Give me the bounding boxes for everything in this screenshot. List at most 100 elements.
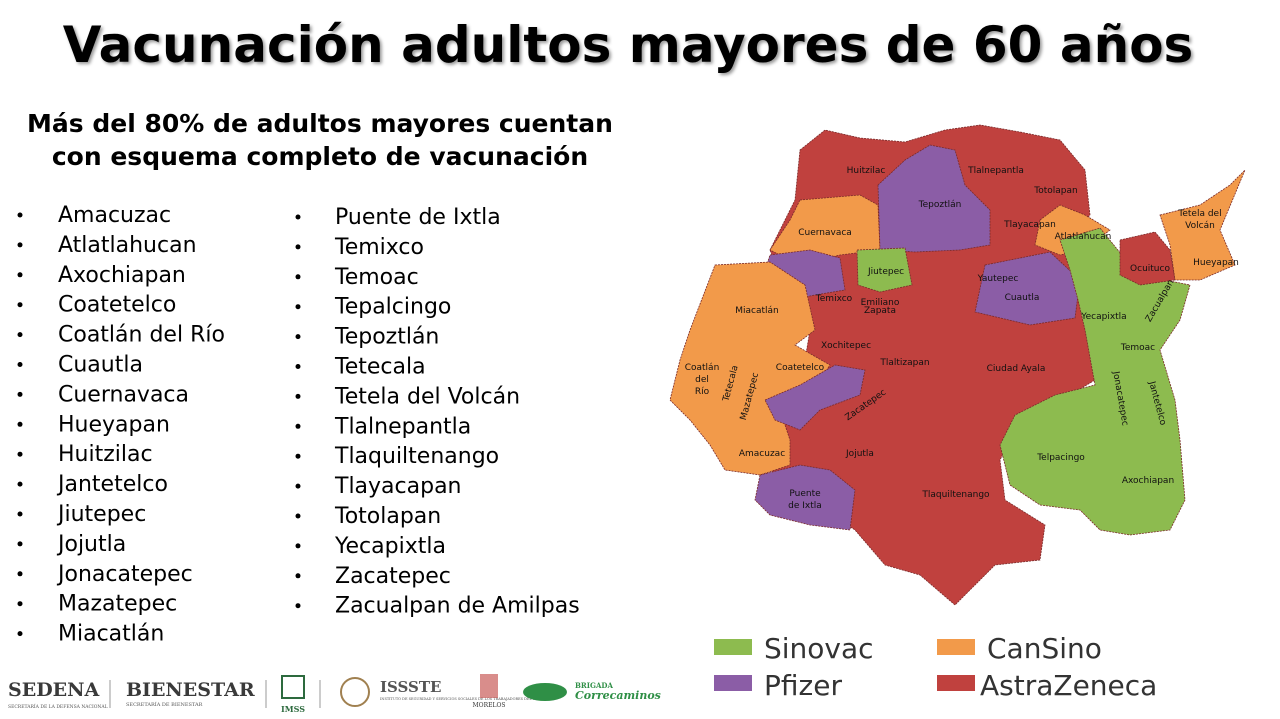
municipality: Temoac xyxy=(334,265,419,290)
region-label-line: Emiliano xyxy=(861,298,900,308)
municipality: Huitzilac xyxy=(58,442,153,467)
bullet xyxy=(295,274,301,280)
bullet xyxy=(17,541,23,547)
region-label-line: Tlaquiltenango xyxy=(921,490,990,500)
bullet xyxy=(17,481,23,487)
logo-icon xyxy=(340,677,370,707)
municipality: Coatlán del Río xyxy=(58,323,225,348)
region-label: Temixco xyxy=(815,294,853,304)
region-label-line: Tepoztlán xyxy=(918,200,962,210)
municipality: Temixco xyxy=(334,235,424,260)
region-label: Tlaltizapan xyxy=(879,358,929,368)
region-label: Huitzilac xyxy=(847,166,886,176)
logo-subtext: INSTITUTO DE SEGURIDAD Y SERVICIOS SOCIA… xyxy=(380,697,548,701)
bullet xyxy=(295,334,301,340)
bullet xyxy=(17,242,23,248)
bullet xyxy=(17,421,23,427)
municipality: Jojutla xyxy=(56,532,126,557)
region-label: Puente de Ixtla xyxy=(788,489,822,511)
bullet xyxy=(17,332,23,338)
municipality: Amacuzac xyxy=(58,203,171,228)
bullet xyxy=(295,304,301,310)
region-label: Tlalnepantla xyxy=(967,166,1024,176)
logo-text: BRIGADA xyxy=(575,681,613,690)
municipality: Tlaquiltenango xyxy=(334,444,499,469)
bullet xyxy=(17,571,23,577)
legend-label: AstraZeneca xyxy=(980,669,1157,702)
region-label-line: Ocuituco xyxy=(1130,264,1170,274)
logo-subtext: SECRETARÍA DE BIENESTAR xyxy=(126,701,203,708)
region-label-line: Temoac xyxy=(1120,343,1155,353)
region-label: Telpacingo xyxy=(1036,453,1085,463)
bullet xyxy=(295,573,301,579)
region-label-line: Yecapixtla xyxy=(1080,312,1126,322)
logo-icon xyxy=(281,675,305,699)
legend-swatch xyxy=(937,675,975,691)
bullet xyxy=(295,513,301,519)
region-label-line: Ciudad Ayala xyxy=(987,364,1046,374)
region-label: Ciudad Ayala xyxy=(987,364,1046,374)
municipality: Tepalcingo xyxy=(334,295,451,320)
subtitle: Más del 80% de adultos mayores cuentan xyxy=(27,109,613,138)
region-label: Ocuituco xyxy=(1130,264,1170,274)
region-label-line: Cuautla xyxy=(1005,293,1040,303)
municipality: Zacualpan de Amilpas xyxy=(335,594,580,619)
municipality: Mazatepec xyxy=(58,592,177,617)
region-label-line: Volcán xyxy=(1185,221,1215,231)
bullet xyxy=(295,543,301,549)
logo-text: MORELOS xyxy=(473,702,506,709)
bullet xyxy=(17,302,23,308)
region-label-line: Hueyapan xyxy=(1193,258,1239,268)
municipality: Atlatlahucan xyxy=(58,233,197,258)
region-label: Yecapixtla xyxy=(1080,312,1126,322)
municipality: Hueyapan xyxy=(58,412,170,437)
region-label: Hueyapan xyxy=(1193,258,1239,268)
legend-swatch xyxy=(714,675,752,691)
region-label: Jojutla xyxy=(845,449,874,459)
region-label-line: Coatlán xyxy=(685,363,720,373)
bullet xyxy=(17,362,23,367)
region-label-line: Coatetelco xyxy=(776,363,825,373)
region-label-line: Axochiapan xyxy=(1122,476,1174,486)
legend-label: Sinovac xyxy=(764,632,874,665)
bullet xyxy=(295,423,301,429)
region-label: Tlaquiltenango xyxy=(921,490,990,500)
logo-text: SEDENA xyxy=(8,679,100,701)
municipality: Yecapixtla xyxy=(334,534,446,559)
municipality: Tlalnepantla xyxy=(334,414,471,439)
bullet xyxy=(295,453,301,459)
bullet xyxy=(17,601,23,607)
region-label: Miacatlán xyxy=(735,306,779,316)
region-label-line: Cuernavaca xyxy=(798,228,852,238)
logo-icon xyxy=(523,683,567,701)
region-label-line: Tlaltizapan xyxy=(879,358,929,368)
bullet xyxy=(295,214,301,220)
municipality-list: Amacuzac Atlatlahucan Axochiapan Coatetelco… xyxy=(17,203,580,647)
bullet xyxy=(17,511,23,517)
bullet xyxy=(17,391,23,397)
region-label-line: Telpacingo xyxy=(1036,453,1085,463)
region-label: Coatetelco xyxy=(776,363,825,373)
region-label-line: Tetela del xyxy=(1177,209,1221,219)
region-label-line: Puente xyxy=(789,489,821,499)
region-label: Cuautla xyxy=(1005,293,1040,303)
logo-icon xyxy=(480,674,498,698)
bullet xyxy=(17,272,23,278)
region-label-line: del xyxy=(695,375,709,385)
bullet xyxy=(295,393,301,399)
region-label: Jiutepec xyxy=(867,267,904,277)
municipality: Miacatlán xyxy=(58,622,164,647)
legend: Sinovac CanSino Pfizer AstraZeneca xyxy=(714,632,1157,702)
region-label: Coatlán del Río xyxy=(685,363,720,397)
logo-text: Correcaminos xyxy=(575,689,661,702)
municipality: Jonacatepec xyxy=(56,562,193,587)
logo-text: IMSS xyxy=(281,704,305,714)
municipality: Zacatepec xyxy=(335,564,451,589)
region-label: Axochiapan xyxy=(1122,476,1174,486)
region-label: Tepoztlán xyxy=(918,200,962,210)
region-label-line: Totolapan xyxy=(1033,186,1077,196)
region-label: Yautepec xyxy=(977,274,1019,284)
municipality: Tetecala xyxy=(334,355,426,380)
region-label: Amacuzac xyxy=(739,449,785,459)
bullet xyxy=(295,364,301,369)
